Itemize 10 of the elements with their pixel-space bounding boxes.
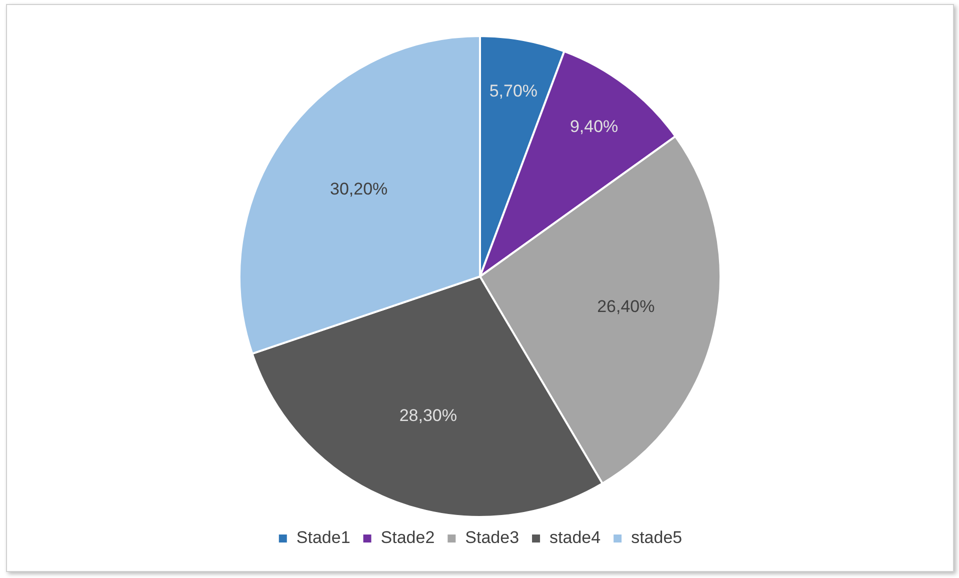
data-label: 28,30% (399, 406, 458, 425)
legend-label: stade4 (550, 528, 601, 548)
legend-label: stade5 (631, 528, 682, 548)
data-label: 30,20% (330, 179, 388, 198)
data-label: 5,70% (489, 82, 538, 101)
legend-label: Stade3 (465, 528, 520, 548)
legend-label: Stade2 (380, 528, 435, 548)
data-label: 9,40% (570, 117, 618, 136)
legend-label: Stade1 (296, 528, 350, 548)
data-label: 26,40% (597, 296, 655, 316)
